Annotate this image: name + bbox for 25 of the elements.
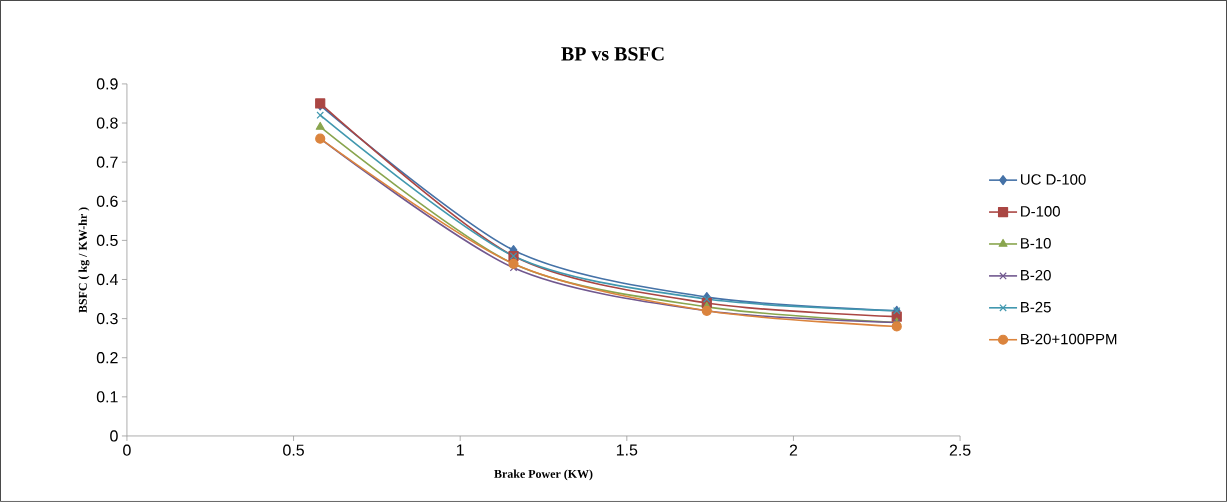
x-tick-label: 1.5: [616, 444, 638, 456]
legend-label: B-25: [1021, 301, 1051, 313]
legend-label: B-20+100PPM: [1021, 333, 1117, 345]
legend-label: UC D-100: [1021, 174, 1086, 185]
x-tick-label: 2: [789, 444, 798, 456]
y-tick-label: 0.9: [96, 78, 118, 90]
y-tick-label: 0.4: [96, 273, 118, 286]
y-tick-label: 0.8: [96, 117, 118, 129]
y-tick-label: 0: [110, 430, 118, 442]
x-tick-label: 0.5: [283, 444, 304, 456]
x-tick-label: 2.5: [949, 444, 971, 456]
legend-label: D-100: [1021, 206, 1060, 217]
y-tick-label: 0.1: [96, 391, 118, 403]
y-tick-label: 0.7: [96, 156, 118, 168]
legend-label: B-10: [1021, 238, 1051, 249]
y-tick-label: 0.6: [96, 195, 118, 207]
y-tick-label: 0.2: [96, 352, 118, 364]
x-axis-title: Brake Power (KW): [494, 469, 593, 481]
x-tick-label: 0: [123, 444, 131, 456]
chart-title: BP vs BSFC: [561, 47, 664, 61]
legend-label: B-20: [1021, 269, 1051, 281]
y-tick-label: 0.3: [96, 313, 118, 325]
x-tick-label: 1: [456, 444, 464, 456]
y-tick-label: 0.5: [96, 234, 118, 247]
y-axis-title: BSFC ( kg / KW-hr ): [78, 207, 90, 313]
